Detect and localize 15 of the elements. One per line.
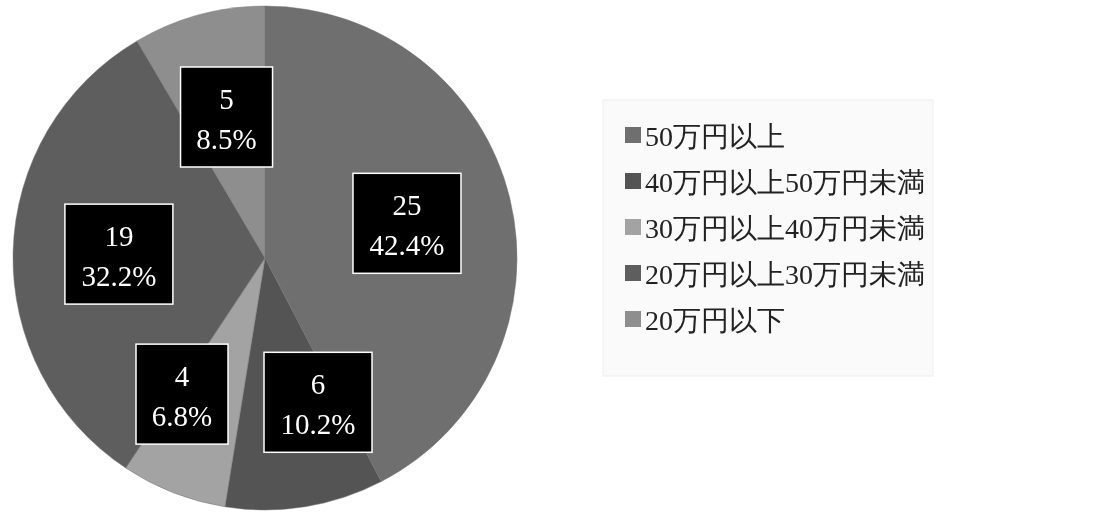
data-label: 25 42.4% [352, 172, 462, 275]
data-label: 5 8.5% [196, 82, 257, 155]
data-label: 4 6.8% [135, 343, 229, 445]
legend-label: 20万円以下 [645, 305, 785, 336]
data-label: 25 42.4% [369, 189, 445, 262]
data-label: 4 6.8% [151, 360, 213, 433]
legend-label: 40万円以上50万円未満 [645, 167, 925, 198]
data-label: 5 8.5% [179, 66, 274, 168]
legend-label: 20万円以上30万円未満 [645, 259, 925, 290]
data-label: 6 10.2% [263, 351, 373, 454]
legend-label: 50万円以上 [645, 121, 785, 152]
data-label: 19 32.2% [64, 203, 174, 305]
legend-label: 30万円以上40万円未満 [645, 213, 925, 244]
data-label: 6 10.2% [280, 368, 356, 441]
data-label: 19 32.2% [81, 220, 157, 293]
